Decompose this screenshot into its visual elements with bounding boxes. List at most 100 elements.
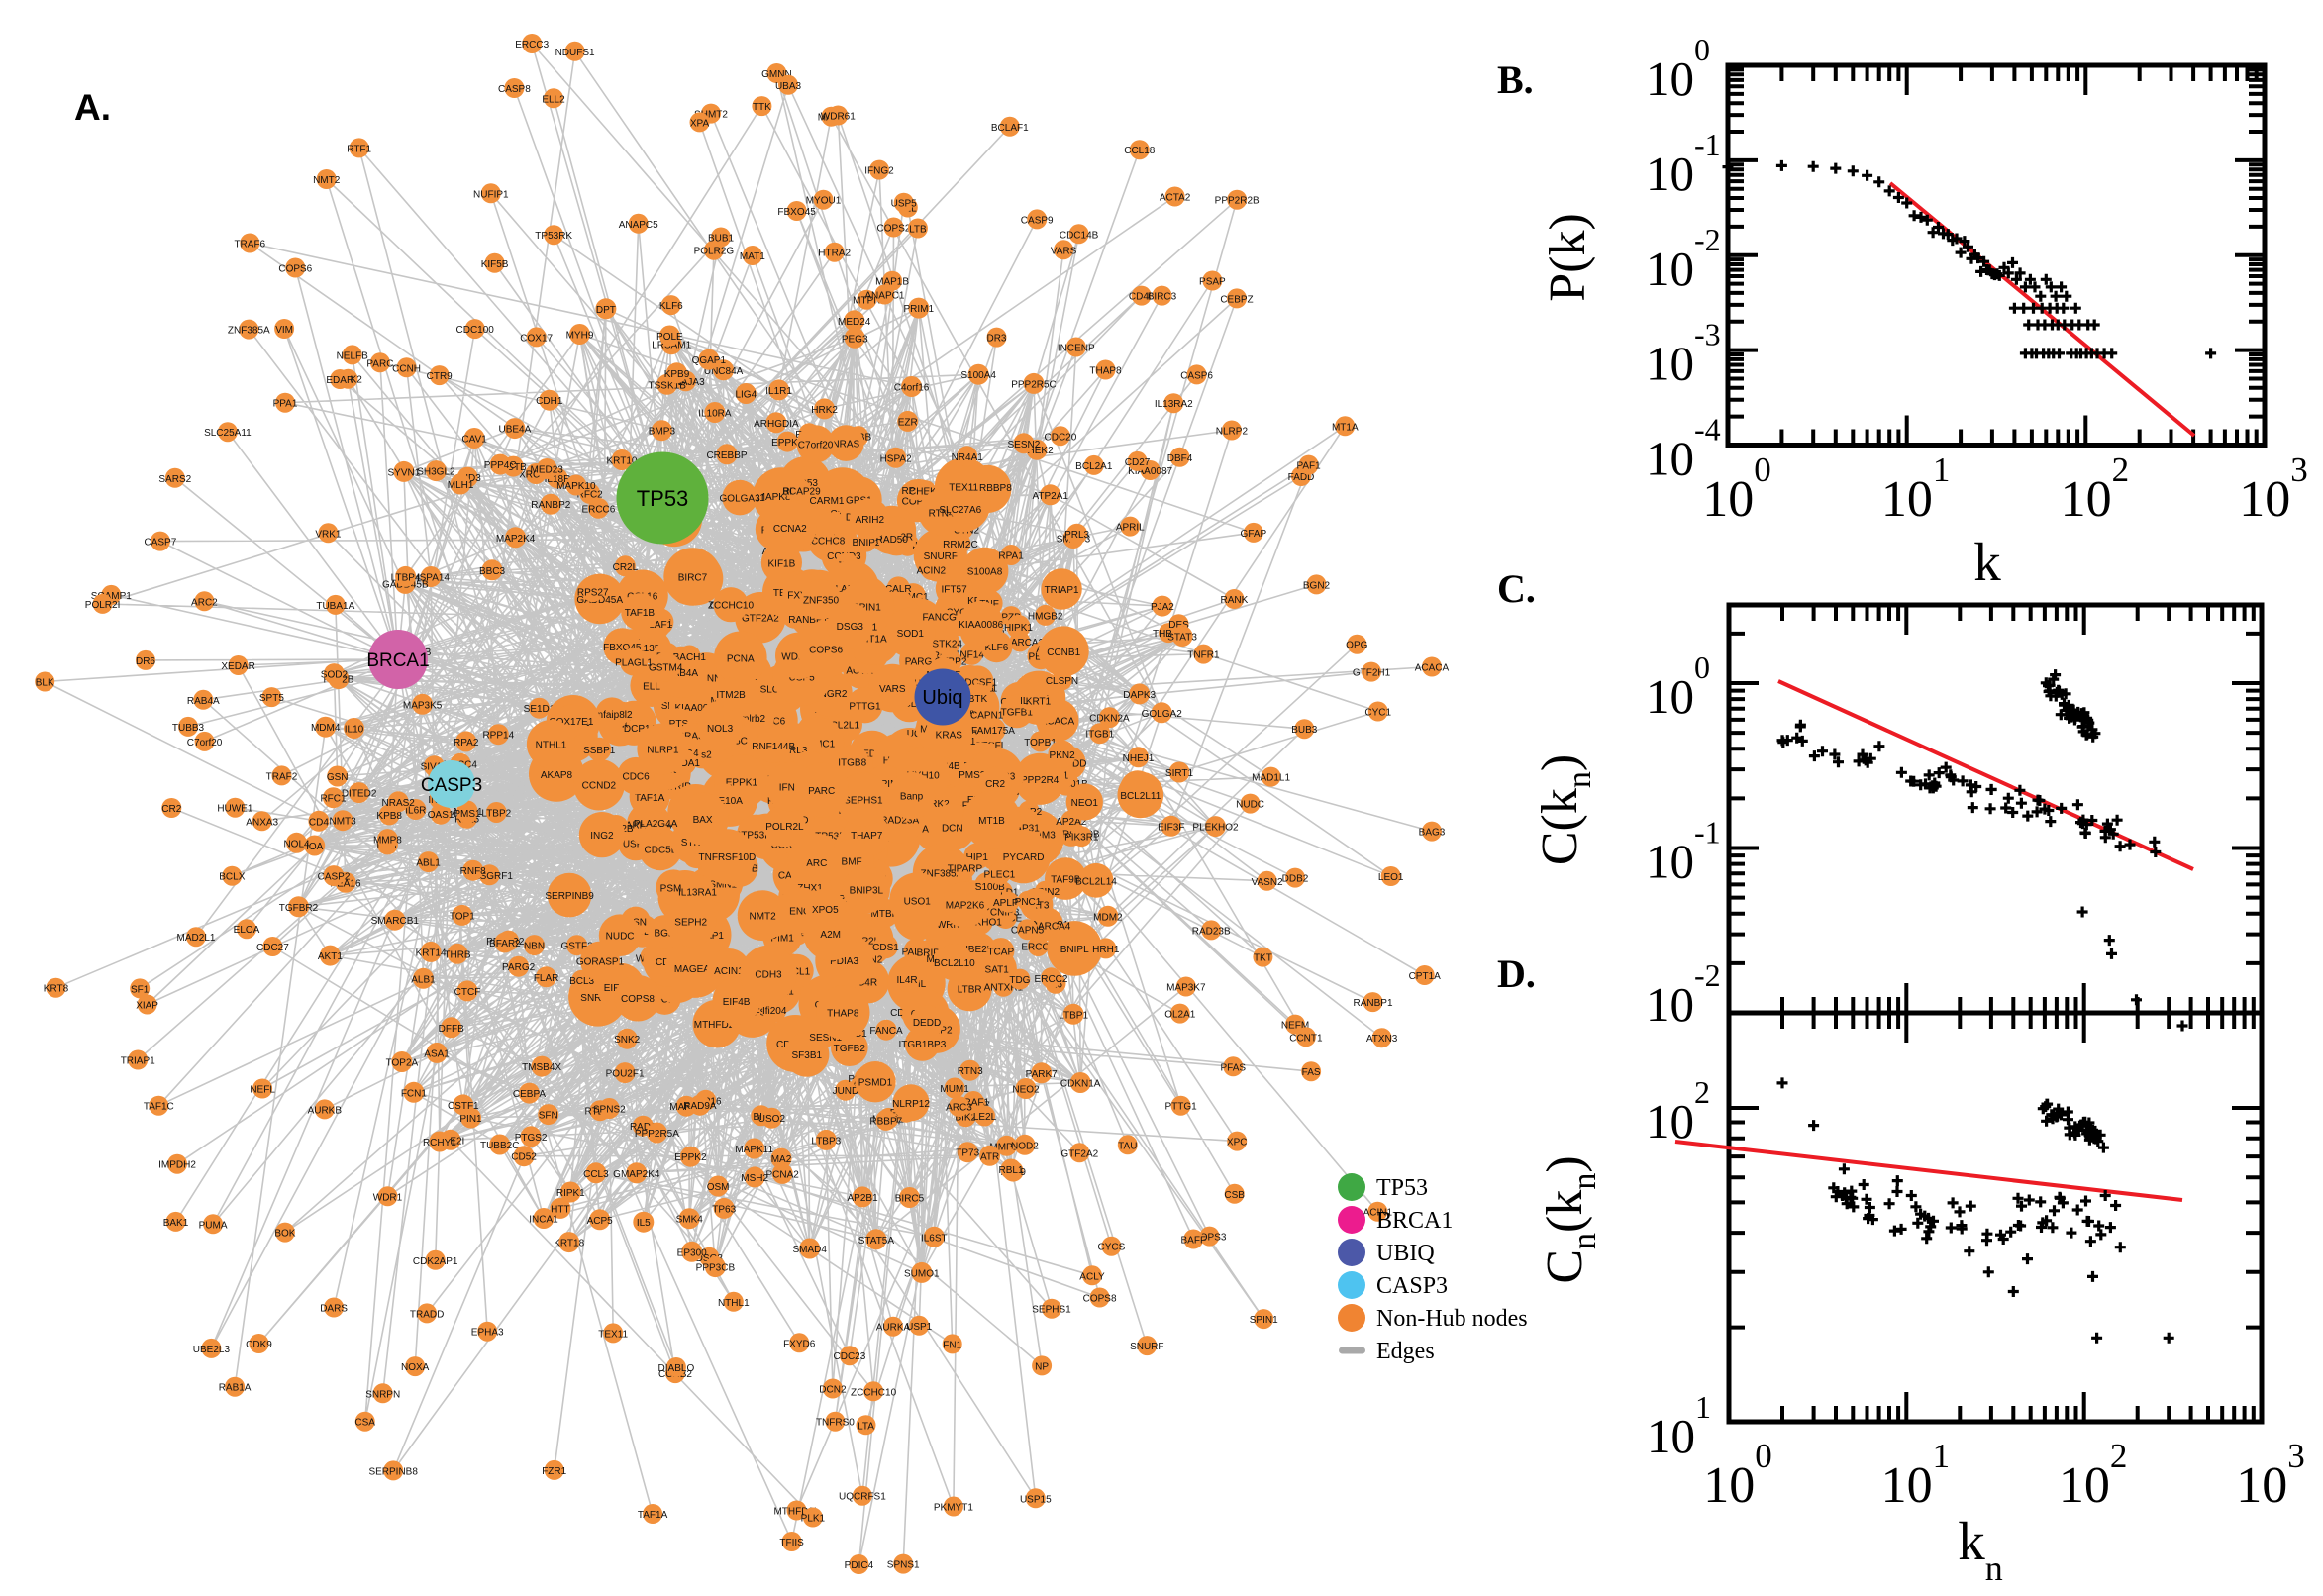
svg-text:CDC20: CDC20 (1045, 432, 1077, 443)
svg-text:KCNIP3: KCNIP3 (983, 908, 1020, 919)
svg-text:AURKB: AURKB (308, 1105, 343, 1116)
svg-text:SF1: SF1 (131, 984, 150, 995)
svg-text:KIF1B: KIF1B (768, 558, 796, 569)
svg-text:UQCRFS1: UQCRFS1 (839, 1492, 886, 1503)
svg-text:MCL1: MCL1 (783, 967, 810, 978)
svg-text:DAPK3: DAPK3 (1123, 690, 1156, 701)
svg-text:ZCCHC10: ZCCHC10 (708, 601, 755, 612)
svg-text:GTF2H1: GTF2H1 (1353, 668, 1391, 679)
svg-text:COPS8: COPS8 (621, 994, 655, 1005)
svg-text:SNURF: SNURF (924, 551, 958, 562)
svg-text:TSSK1B: TSSK1B (649, 380, 687, 391)
svg-text:EZR: EZR (898, 417, 918, 428)
svg-text:SPIN1: SPIN1 (1250, 1315, 1278, 1326)
svg-text:CYC1: CYC1 (946, 607, 972, 618)
svg-text:CAPN5: CAPN5 (1011, 926, 1045, 937)
svg-text:GOLGA3: GOLGA3 (720, 494, 761, 505)
svg-text:PLEKHO2: PLEKHO2 (1192, 823, 1239, 834)
svg-text:TEX11: TEX11 (598, 1329, 628, 1340)
svg-text:RRAS: RRAS (677, 732, 705, 743)
svg-text:GSN: GSN (327, 772, 349, 783)
svg-text:ANTXR1: ANTXR1 (984, 982, 1024, 993)
svg-text:CYCS: CYCS (1098, 1243, 1126, 1253)
svg-text:CD40: CD40 (1129, 292, 1155, 303)
svg-text:CDH3: CDH3 (755, 970, 782, 981)
svg-text:PPP2R5A: PPP2R5A (635, 1129, 679, 1140)
svg-text:CLSPN: CLSPN (1046, 676, 1078, 687)
svg-text:BNIP3L: BNIP3L (850, 886, 884, 897)
svg-text:PSAP: PSAP (1199, 277, 1226, 288)
svg-text:LTBP2: LTBP2 (481, 809, 511, 820)
svg-text:RTN4: RTN4 (929, 509, 955, 520)
svg-text:RAD50: RAD50 (876, 535, 909, 546)
svg-text:PRIM1: PRIM1 (904, 304, 935, 315)
svg-text:CARM1: CARM1 (809, 496, 844, 507)
svg-text:PDIA3: PDIA3 (830, 956, 858, 967)
svg-text:PPP2R4: PPP2R4 (1021, 775, 1060, 786)
svg-text:KLF6: KLF6 (659, 301, 683, 312)
svg-text:SAT1: SAT1 (985, 965, 1010, 976)
svg-text:EP300: EP300 (677, 1247, 707, 1258)
svg-text:FBXO45: FBXO45 (603, 643, 642, 653)
svg-text:SFN: SFN (539, 1111, 558, 1122)
svg-text:DCP1A: DCP1A (624, 724, 657, 735)
svg-text:TAU: TAU (1118, 1141, 1137, 1151)
svg-text:RP2R: RP2R (901, 486, 928, 497)
svg-text:TP73: TP73 (956, 1148, 979, 1159)
svg-text:BCL2L14: BCL2L14 (1075, 876, 1117, 887)
svg-text:RANBP1: RANBP1 (788, 615, 828, 626)
svg-text:SCAMP1: SCAMP1 (91, 591, 133, 602)
svg-text:ARIH2: ARIH2 (856, 515, 885, 526)
svg-text:TRAF1: TRAF1 (958, 1098, 989, 1109)
svg-text:BTK: BTK (968, 694, 988, 705)
svg-text:CSTF1: CSTF1 (448, 1101, 479, 1112)
svg-text:LE2L: LE2L (973, 1112, 997, 1123)
svg-text:UBA3: UBA3 (775, 81, 802, 92)
svg-text:SH3GL2: SH3GL2 (417, 467, 455, 478)
svg-text:TUBA1A: TUBA1A (316, 601, 354, 612)
svg-text:C4orf16: C4orf16 (894, 383, 930, 394)
svg-text:SEPHS1: SEPHS1 (1032, 1305, 1071, 1316)
svg-text:NRAS2: NRAS2 (382, 798, 416, 809)
svg-text:PLEC1: PLEC1 (984, 870, 1016, 881)
svg-text:UBE2I: UBE2I (436, 1136, 464, 1147)
svg-text:PRL3: PRL3 (1064, 530, 1089, 541)
svg-text:TGFB1: TGFB1 (1001, 708, 1034, 719)
svg-text:TTK: TTK (753, 102, 771, 113)
svg-text:WDR61: WDR61 (821, 112, 856, 123)
svg-text:PKN2: PKN2 (1050, 750, 1076, 761)
svg-text:SERPINB9: SERPINB9 (545, 891, 594, 902)
svg-text:UBE2L3: UBE2L3 (961, 945, 999, 955)
svg-text:PPP2R5C: PPP2R5C (1011, 379, 1057, 390)
svg-text:FAM175A: FAM175A (971, 726, 1015, 737)
svg-text:USP5: USP5 (891, 199, 918, 210)
svg-text:SUMO1: SUMO1 (904, 1268, 940, 1279)
svg-text:EPHA3: EPHA3 (471, 1328, 504, 1339)
svg-text:RBBP8: RBBP8 (979, 483, 1012, 494)
svg-text:CASP9: CASP9 (1021, 215, 1054, 226)
svg-text:RAB4A: RAB4A (665, 668, 698, 679)
svg-text:VRK1: VRK1 (315, 529, 342, 540)
svg-text:CDKN2A: CDKN2A (1089, 714, 1130, 725)
svg-text:RPA1: RPA1 (998, 551, 1024, 562)
svg-text:A.: A. (74, 87, 111, 128)
svg-text:SMAD4: SMAD4 (792, 1245, 827, 1255)
svg-text:EDAR: EDAR (326, 375, 354, 386)
svg-text:THAP8: THAP8 (1089, 366, 1122, 377)
svg-text:IFNG2: IFNG2 (864, 166, 894, 177)
svg-text:NEFM: NEFM (1281, 1021, 1309, 1032)
svg-text:NMT2: NMT2 (313, 175, 341, 186)
svg-text:KIAA0087: KIAA0087 (1128, 466, 1172, 477)
svg-text:AKAP8: AKAP8 (541, 770, 573, 781)
svg-text:IL10: IL10 (345, 725, 364, 736)
svg-text:DNAJA3: DNAJA3 (666, 377, 705, 388)
svg-text:TKT: TKT (1254, 953, 1272, 964)
svg-text:CASP3: CASP3 (421, 775, 482, 796)
svg-text:TAF9B: TAF9B (1051, 875, 1081, 886)
svg-text:CDC100: CDC100 (456, 325, 495, 336)
svg-text:RAB1A: RAB1A (219, 1383, 252, 1394)
svg-text:MT1A: MT1A (860, 634, 887, 645)
svg-text:PNC1: PNC1 (1015, 897, 1042, 908)
svg-text:TP53RK: TP53RK (815, 831, 853, 842)
svg-text:PDCSF1: PDCSF1 (959, 678, 998, 689)
